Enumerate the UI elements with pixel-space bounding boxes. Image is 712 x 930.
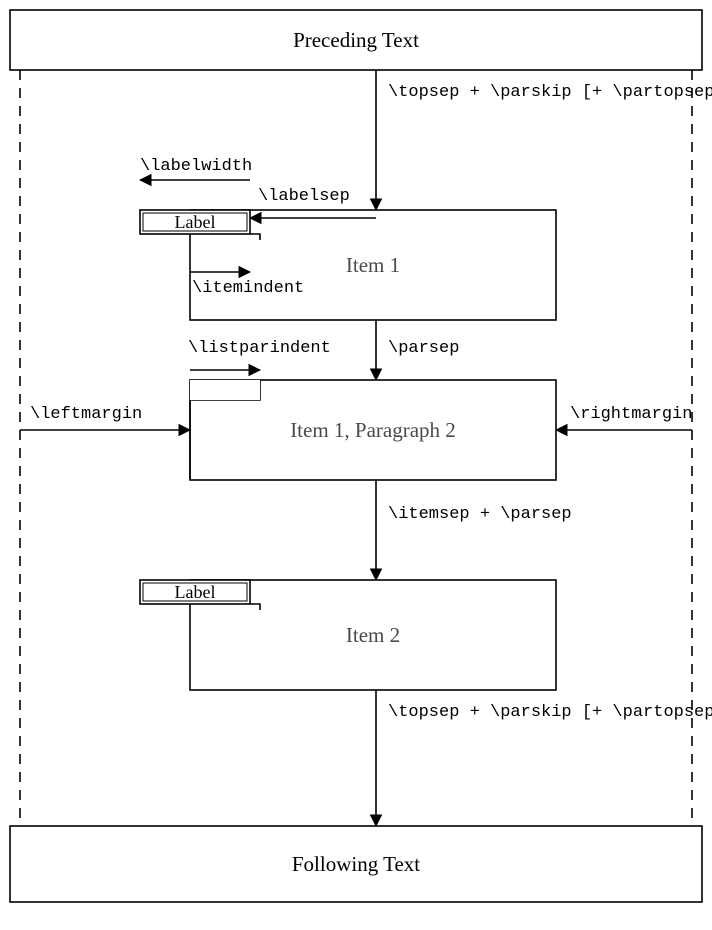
annotation-parsep: \parsep bbox=[388, 339, 459, 358]
label-preceding: Preceding Text bbox=[293, 28, 419, 52]
annotation-rightmargin: \rightmargin bbox=[570, 405, 692, 424]
annotation-labelwidth: \labelwidth bbox=[140, 157, 252, 176]
annotation-leftmargin: \leftmargin bbox=[30, 405, 142, 424]
label-following: Following Text bbox=[292, 852, 420, 876]
label-label2: Label bbox=[175, 582, 216, 602]
annotation-listparindent: \listparindent bbox=[188, 339, 331, 358]
label-item1: Item 1 bbox=[346, 253, 400, 277]
notch-item1p2-mask bbox=[190, 380, 260, 400]
annotation-topsep1: \topsep + \parskip [+ \partopsep] bbox=[388, 83, 712, 102]
annotation-labelsep: \labelsep bbox=[258, 187, 350, 206]
annotation-itemsep: \itemsep + \parsep bbox=[388, 505, 572, 524]
annotation-itemindent: \itemindent bbox=[192, 279, 304, 298]
annotation-topsep2: \topsep + \parskip [+ \partopsep] bbox=[388, 703, 712, 722]
label-item1p2: Item 1, Paragraph 2 bbox=[290, 418, 456, 442]
label-item2: Item 2 bbox=[346, 623, 400, 647]
label-label1: Label bbox=[175, 212, 216, 232]
